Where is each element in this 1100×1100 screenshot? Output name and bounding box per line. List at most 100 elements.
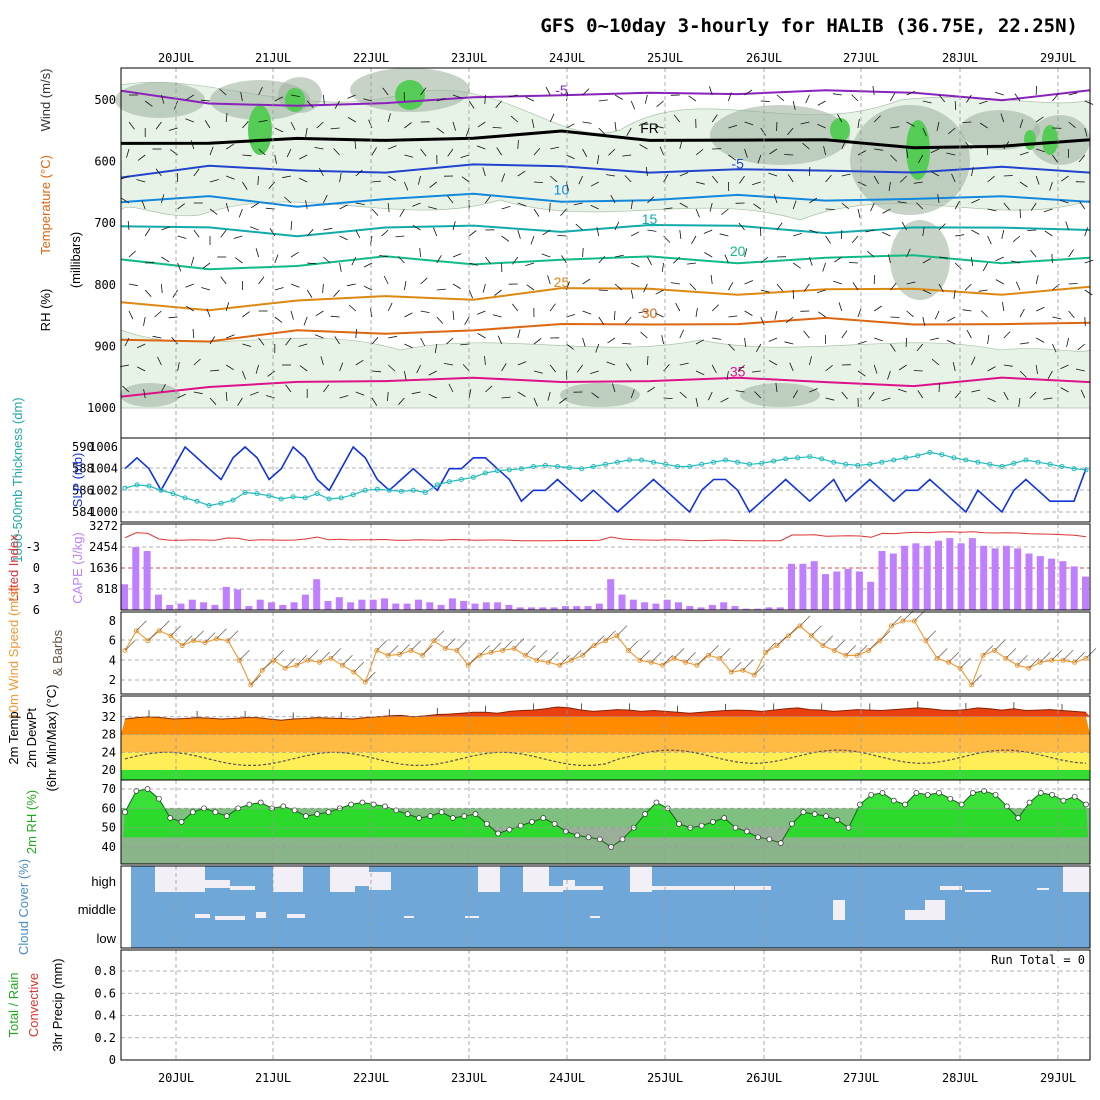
cape-bar bbox=[844, 568, 852, 610]
cape-bar bbox=[211, 604, 219, 610]
cloud-block bbox=[965, 890, 991, 892]
slp-tick: 1002 bbox=[89, 483, 118, 497]
rh-point bbox=[1083, 801, 1089, 808]
thickness-tick: 584 bbox=[72, 505, 94, 519]
wind-point bbox=[992, 648, 997, 653]
wind-barb bbox=[897, 201, 907, 204]
wind-barb bbox=[220, 276, 227, 285]
wind-barb bbox=[833, 280, 842, 285]
wind-barb bbox=[1068, 283, 1078, 285]
y-tick-label: 0.4 bbox=[94, 1009, 116, 1023]
wind-barb bbox=[428, 370, 437, 376]
wind-barb bbox=[477, 121, 486, 128]
y-tick-label: 800 bbox=[94, 278, 116, 292]
rh-point bbox=[382, 803, 388, 810]
wind-barb bbox=[785, 316, 794, 324]
wind-barb bbox=[242, 370, 246, 380]
wind-barb bbox=[726, 370, 729, 380]
wind-barb bbox=[177, 362, 180, 372]
wind-barb bbox=[152, 335, 162, 339]
wind-barb bbox=[792, 390, 799, 399]
wind-barb bbox=[1011, 260, 1021, 264]
wind-barb bbox=[371, 147, 377, 156]
wind-barb bbox=[517, 202, 527, 207]
cape-bar bbox=[437, 604, 445, 610]
cape-bar bbox=[867, 581, 875, 610]
thickness-point bbox=[482, 470, 488, 476]
wind-point bbox=[980, 652, 986, 658]
wind-barb bbox=[887, 370, 891, 380]
cape-bar bbox=[935, 540, 942, 610]
wind-barb bbox=[159, 620, 170, 632]
wind-barb bbox=[873, 274, 876, 285]
wind-barb bbox=[387, 113, 391, 123]
wind-barb bbox=[822, 262, 826, 272]
wind-barb bbox=[353, 661, 365, 673]
wind-barb bbox=[155, 121, 162, 130]
wind-barb bbox=[582, 121, 592, 124]
cloud-block bbox=[287, 914, 305, 918]
cape-bar bbox=[641, 602, 649, 610]
panel-frame bbox=[120, 949, 1091, 1061]
wind-barb bbox=[144, 289, 152, 297]
cloud-block bbox=[273, 866, 303, 892]
cloud-block bbox=[1063, 866, 1090, 892]
wind-barb bbox=[120, 175, 130, 180]
wind-barb bbox=[282, 175, 292, 179]
wind-barb bbox=[170, 149, 178, 156]
cape-bar bbox=[188, 599, 196, 610]
li-ylabel: Lifted Index bbox=[6, 534, 21, 602]
y-tick-label: 0.6 bbox=[94, 986, 116, 1000]
y-tick-label: 4 bbox=[109, 653, 116, 667]
cloud-block bbox=[925, 900, 945, 920]
wind-point bbox=[420, 652, 425, 658]
wind-barb bbox=[369, 308, 373, 318]
wind-barb bbox=[420, 148, 427, 157]
wind-barb bbox=[1003, 141, 1010, 150]
li-tick: 0 bbox=[33, 561, 40, 575]
wind-barb bbox=[856, 645, 868, 656]
wind-barb bbox=[1003, 391, 1009, 401]
rh-point bbox=[596, 836, 603, 843]
rh-point bbox=[755, 834, 761, 841]
wind-barb bbox=[157, 356, 162, 366]
wind-barb bbox=[1051, 650, 1062, 661]
wind-barb bbox=[735, 390, 745, 393]
wind-barb bbox=[465, 127, 470, 137]
rh-point bbox=[427, 813, 434, 819]
wind-barb bbox=[913, 370, 923, 372]
date-label: 23JUL bbox=[451, 51, 487, 65]
thickness-point bbox=[410, 487, 416, 493]
wind-barb bbox=[436, 288, 446, 291]
cloud-cover-panel: high middle low bbox=[78, 865, 1091, 949]
wind-barb bbox=[809, 388, 818, 393]
wind-barb bbox=[1060, 364, 1069, 370]
wind-barb bbox=[922, 289, 932, 295]
wind-barb bbox=[193, 168, 200, 177]
thickness-point bbox=[843, 461, 849, 467]
wind-point bbox=[133, 628, 139, 634]
thickness-point bbox=[338, 495, 344, 501]
date-label: 26JUL bbox=[746, 51, 782, 65]
cloud-block bbox=[697, 886, 734, 890]
precip-ylabel: 3hr Precip (mm) bbox=[50, 958, 65, 1051]
wind-barb bbox=[953, 289, 956, 299]
wind-barb bbox=[695, 308, 698, 318]
thickness-point bbox=[446, 479, 452, 485]
cape-bar bbox=[901, 545, 909, 610]
wind-point bbox=[957, 665, 963, 671]
wind-barb bbox=[559, 397, 567, 404]
rh-point bbox=[653, 799, 660, 806]
rh-point bbox=[438, 809, 445, 816]
rh-point bbox=[314, 811, 321, 817]
thickness-point bbox=[831, 459, 837, 465]
wind-point bbox=[202, 640, 208, 646]
wind-barb bbox=[485, 256, 492, 265]
chart-title: GFS 0~10day 3-hourly for HALIB (36.75E, … bbox=[540, 15, 1078, 37]
cape-bar bbox=[313, 579, 321, 610]
wind-barb bbox=[848, 262, 859, 264]
wind-barb bbox=[752, 181, 761, 186]
wind-barb bbox=[1077, 343, 1086, 351]
wind-barb bbox=[1044, 230, 1053, 237]
wind-barb bbox=[608, 148, 616, 156]
